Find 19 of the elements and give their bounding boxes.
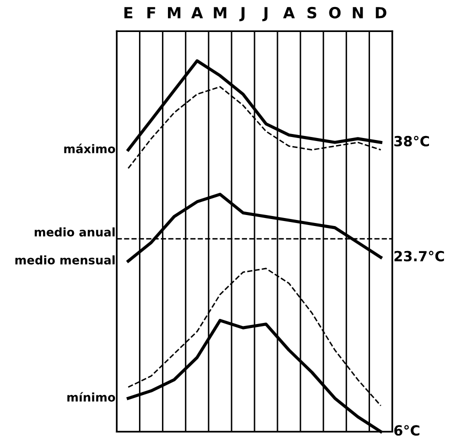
series-label: medio mensual: [15, 255, 115, 264]
annotation: 38°C: [394, 136, 430, 146]
x-tick-label: A: [283, 7, 295, 18]
x-tick-label: E: [124, 7, 132, 18]
x-tick-label: N: [352, 7, 363, 18]
series-label: máximo: [64, 144, 116, 154]
x-tick-label: F: [147, 7, 156, 18]
x-tick-label: S: [308, 6, 316, 18]
x-tick-label: J: [239, 7, 244, 22]
x-tick-label: M: [214, 7, 226, 18]
x-tick-label: J: [262, 7, 268, 22]
x-tick-label: D: [376, 7, 386, 18]
x-tick-label: O: [329, 6, 341, 18]
annotation: 6°C: [394, 425, 420, 436]
annotation: 23.7°C: [394, 250, 444, 262]
ref-line-label: medio anual: [34, 227, 115, 237]
x-tick-label: A: [191, 7, 203, 18]
series-label: mínimo: [67, 392, 116, 402]
x-tick-label: M: [168, 7, 180, 18]
